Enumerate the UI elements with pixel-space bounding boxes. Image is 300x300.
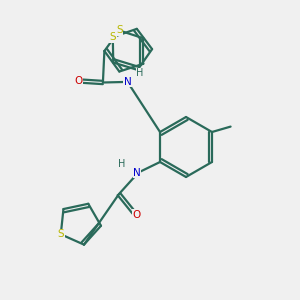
Text: H: H [136,68,144,79]
Text: S: S [58,229,64,239]
Text: S: S [116,26,123,35]
Text: H: H [118,159,126,169]
Text: O: O [133,210,141,220]
Text: S: S [110,32,116,42]
Text: N: N [124,77,131,87]
Text: O: O [74,76,82,86]
Text: N: N [133,167,141,178]
